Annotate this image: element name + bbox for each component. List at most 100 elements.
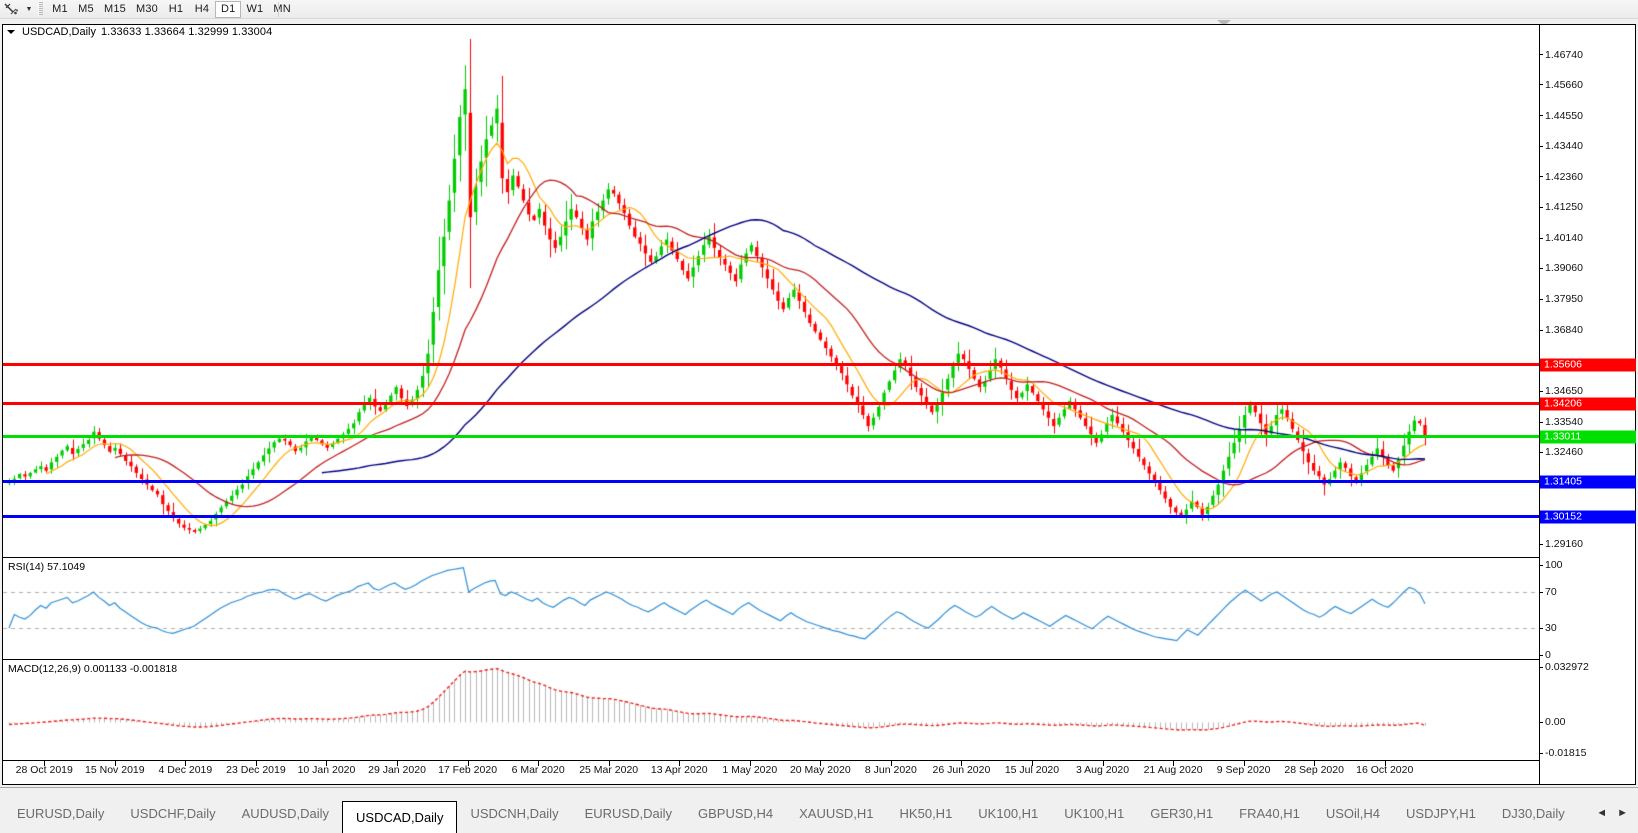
rsi-axis-label: 30 <box>1545 622 1557 634</box>
chart-tab-usdchf-daily[interactable]: USDCHF,Daily <box>130 806 216 821</box>
toolbar-separator <box>278 2 279 17</box>
timeframe-m1[interactable]: M1 <box>52 3 68 15</box>
price-level-line[interactable] <box>3 480 1539 484</box>
toolbar-grip[interactable] <box>38 2 43 16</box>
rsi-axis-label: 70 <box>1545 586 1557 598</box>
chart-tab-uk100-h1[interactable]: UK100,H1 <box>978 806 1039 821</box>
chart-ohlc-values: 1.33633 1.33664 1.32999 1.33004 <box>100 26 273 38</box>
tick-mark <box>1540 54 1543 56</box>
time-grid-tick <box>1173 761 1175 766</box>
chart-tab-china300-h1[interactable]: CHINA300,H1 <box>1578 801 1590 827</box>
tick-mark <box>1540 721 1543 723</box>
price-level-line[interactable] <box>3 435 1539 439</box>
time-grid-tick <box>820 761 822 766</box>
pane-divider-rsi-macd[interactable] <box>3 659 1635 660</box>
price-axis-label: 1.44550 <box>1545 109 1583 122</box>
chart-tab-usoil-h4[interactable]: USOil,H4 <box>1325 806 1381 821</box>
tick-mark <box>1540 298 1543 300</box>
tick-mark <box>1540 115 1543 117</box>
price-level-line[interactable] <box>3 515 1539 519</box>
chart-header: USDCAD,Daily 1.33633 1.33664 1.32999 1.3… <box>3 25 272 39</box>
chart-tab-gbpusd-h4[interactable]: GBPUSD,H4 <box>697 806 774 821</box>
rsi-axis-label: 100 <box>1545 559 1563 571</box>
tick-mark <box>1540 627 1543 629</box>
chart-tab-uk100-h1[interactable]: UK100,H1 <box>1064 806 1125 821</box>
timeframe-group: M1 M5 M15 M30 H1 H4 D1 W1 MN <box>47 0 296 18</box>
price-level-line[interactable] <box>3 363 1539 367</box>
chart-symbol-label: USDCAD,Daily <box>22 26 96 38</box>
price-axis-label: 1.32460 <box>1545 446 1583 459</box>
price-axis-label: 1.41250 <box>1545 201 1583 214</box>
price-axis-label: 1.42360 <box>1545 170 1583 183</box>
chart-menu-caret-icon[interactable] <box>7 30 15 34</box>
chart-tab-dj30-daily[interactable]: DJ30,Daily <box>1501 806 1565 821</box>
time-axis-label: 9 Sep 2020 <box>1216 764 1271 776</box>
timeframe-w1[interactable]: W1 <box>246 3 264 15</box>
timeframe-m15[interactable]: M15 <box>104 3 126 15</box>
crosshair-cursor-icon[interactable] <box>0 1 22 18</box>
time-axis-label: 1 May 2020 <box>722 764 778 776</box>
time-grid-tick <box>1031 761 1033 766</box>
price-level-badge[interactable]: 1.35606 <box>1540 358 1636 372</box>
tick-mark <box>1540 451 1543 453</box>
time-axis-label: 13 Apr 2020 <box>650 764 708 776</box>
chart-tab-eurusd-daily[interactable]: EURUSD,Daily <box>17 806 105 821</box>
time-grid-tick <box>397 761 399 766</box>
tick-mark <box>1540 564 1543 566</box>
price-level-badge[interactable]: 1.31405 <box>1540 475 1636 489</box>
time-grid-tick <box>890 761 892 766</box>
price-level-badge[interactable]: 1.34206 <box>1540 397 1636 411</box>
pane-divider-main-rsi[interactable] <box>3 557 1635 558</box>
chart-tab-ger30-h1[interactable]: GER30,H1 <box>1150 806 1214 821</box>
timeframe-h4[interactable]: H4 <box>194 3 210 15</box>
timeframe-h1[interactable]: H1 <box>168 3 184 15</box>
time-axis-label: 3 Aug 2020 <box>1075 764 1130 776</box>
time-grid-tick <box>538 761 540 766</box>
time-axis-label: 15 Jul 2020 <box>1004 764 1060 776</box>
price-axis-label: 1.40140 <box>1545 232 1583 245</box>
tick-mark <box>1540 267 1543 269</box>
tick-mark <box>1540 390 1543 392</box>
timeframe-d1[interactable]: D1 <box>215 0 242 18</box>
time-grid-tick <box>1243 761 1245 766</box>
window-split-marker-icon[interactable] <box>1217 20 1231 26</box>
chevron-down-icon[interactable]: ▼ <box>25 5 33 13</box>
macd-axis-label: 0.00 <box>1545 716 1566 729</box>
price-level-badge[interactable]: 1.33011 <box>1540 430 1636 444</box>
time-axis-label: 25 Mar 2020 <box>579 764 639 776</box>
chart-tab-audusd-daily[interactable]: AUDUSD,Daily <box>241 806 330 821</box>
chart-tab-fra40-h1[interactable]: FRA40,H1 <box>1239 806 1300 821</box>
tab-scroll-controls: ◄ ► <box>1590 807 1638 833</box>
tick-mark <box>1540 145 1543 147</box>
time-grid-tick <box>467 761 469 766</box>
time-grid-tick <box>749 761 751 766</box>
rsi-indicator-label: RSI(14) 57.1049 <box>8 561 86 573</box>
chart-tab-bar: EURUSD,Daily USDCHF,Daily AUDUSD,Daily USDC… <box>0 787 1638 833</box>
macd-indicator-label: MACD(12,26,9) 0.001133 -0.001818 <box>8 663 178 675</box>
price-axis[interactable]: 1.46740 1.45660 1.44550 1.43440 1.42360 1.412… <box>1539 25 1636 784</box>
time-axis[interactable]: 28 Oct 2019 15 Nov 2019 4 Dec 2019 23 Dec 2… <box>3 760 1539 784</box>
tab-scroll-right-icon[interactable]: ► <box>1617 807 1628 819</box>
tab-scroll-left-icon[interactable]: ◄ <box>1596 807 1608 819</box>
price-level-line[interactable] <box>3 402 1539 406</box>
chart-tab-usdcnh-daily[interactable]: USDCNH,Daily <box>470 806 559 821</box>
chart-tab-hk50-h1[interactable]: HK50,H1 <box>899 806 953 821</box>
timeframe-m30[interactable]: M30 <box>136 3 158 15</box>
price-axis-label: 1.34650 <box>1545 385 1583 398</box>
time-axis-label: 17 Feb 2020 <box>438 764 498 776</box>
time-grid-tick <box>255 761 257 766</box>
chart-tab-eurusd-daily[interactable]: EURUSD,Daily <box>584 806 672 821</box>
time-axis-label: 23 Dec 2019 <box>226 764 286 776</box>
timeframe-m5[interactable]: M5 <box>78 3 94 15</box>
tick-mark <box>1540 206 1543 208</box>
chart-tab-usdcad-daily[interactable]: USDCAD,Daily <box>342 801 458 833</box>
price-level-badge[interactable]: 1.30152 <box>1540 510 1636 524</box>
chart-tab-usdjpy-h1[interactable]: USDJPY,H1 <box>1406 806 1476 821</box>
tick-mark <box>1540 752 1543 754</box>
time-grid-tick <box>185 761 187 766</box>
chart-window[interactable]: USDCAD,Daily 1.33633 1.33664 1.32999 1.3… <box>2 24 1636 785</box>
timeframe-mn[interactable]: MN <box>273 3 291 15</box>
price-axis-label: 1.37950 <box>1545 293 1583 306</box>
chart-tab-xauusd-h1[interactable]: XAUUSD,H1 <box>799 806 874 821</box>
